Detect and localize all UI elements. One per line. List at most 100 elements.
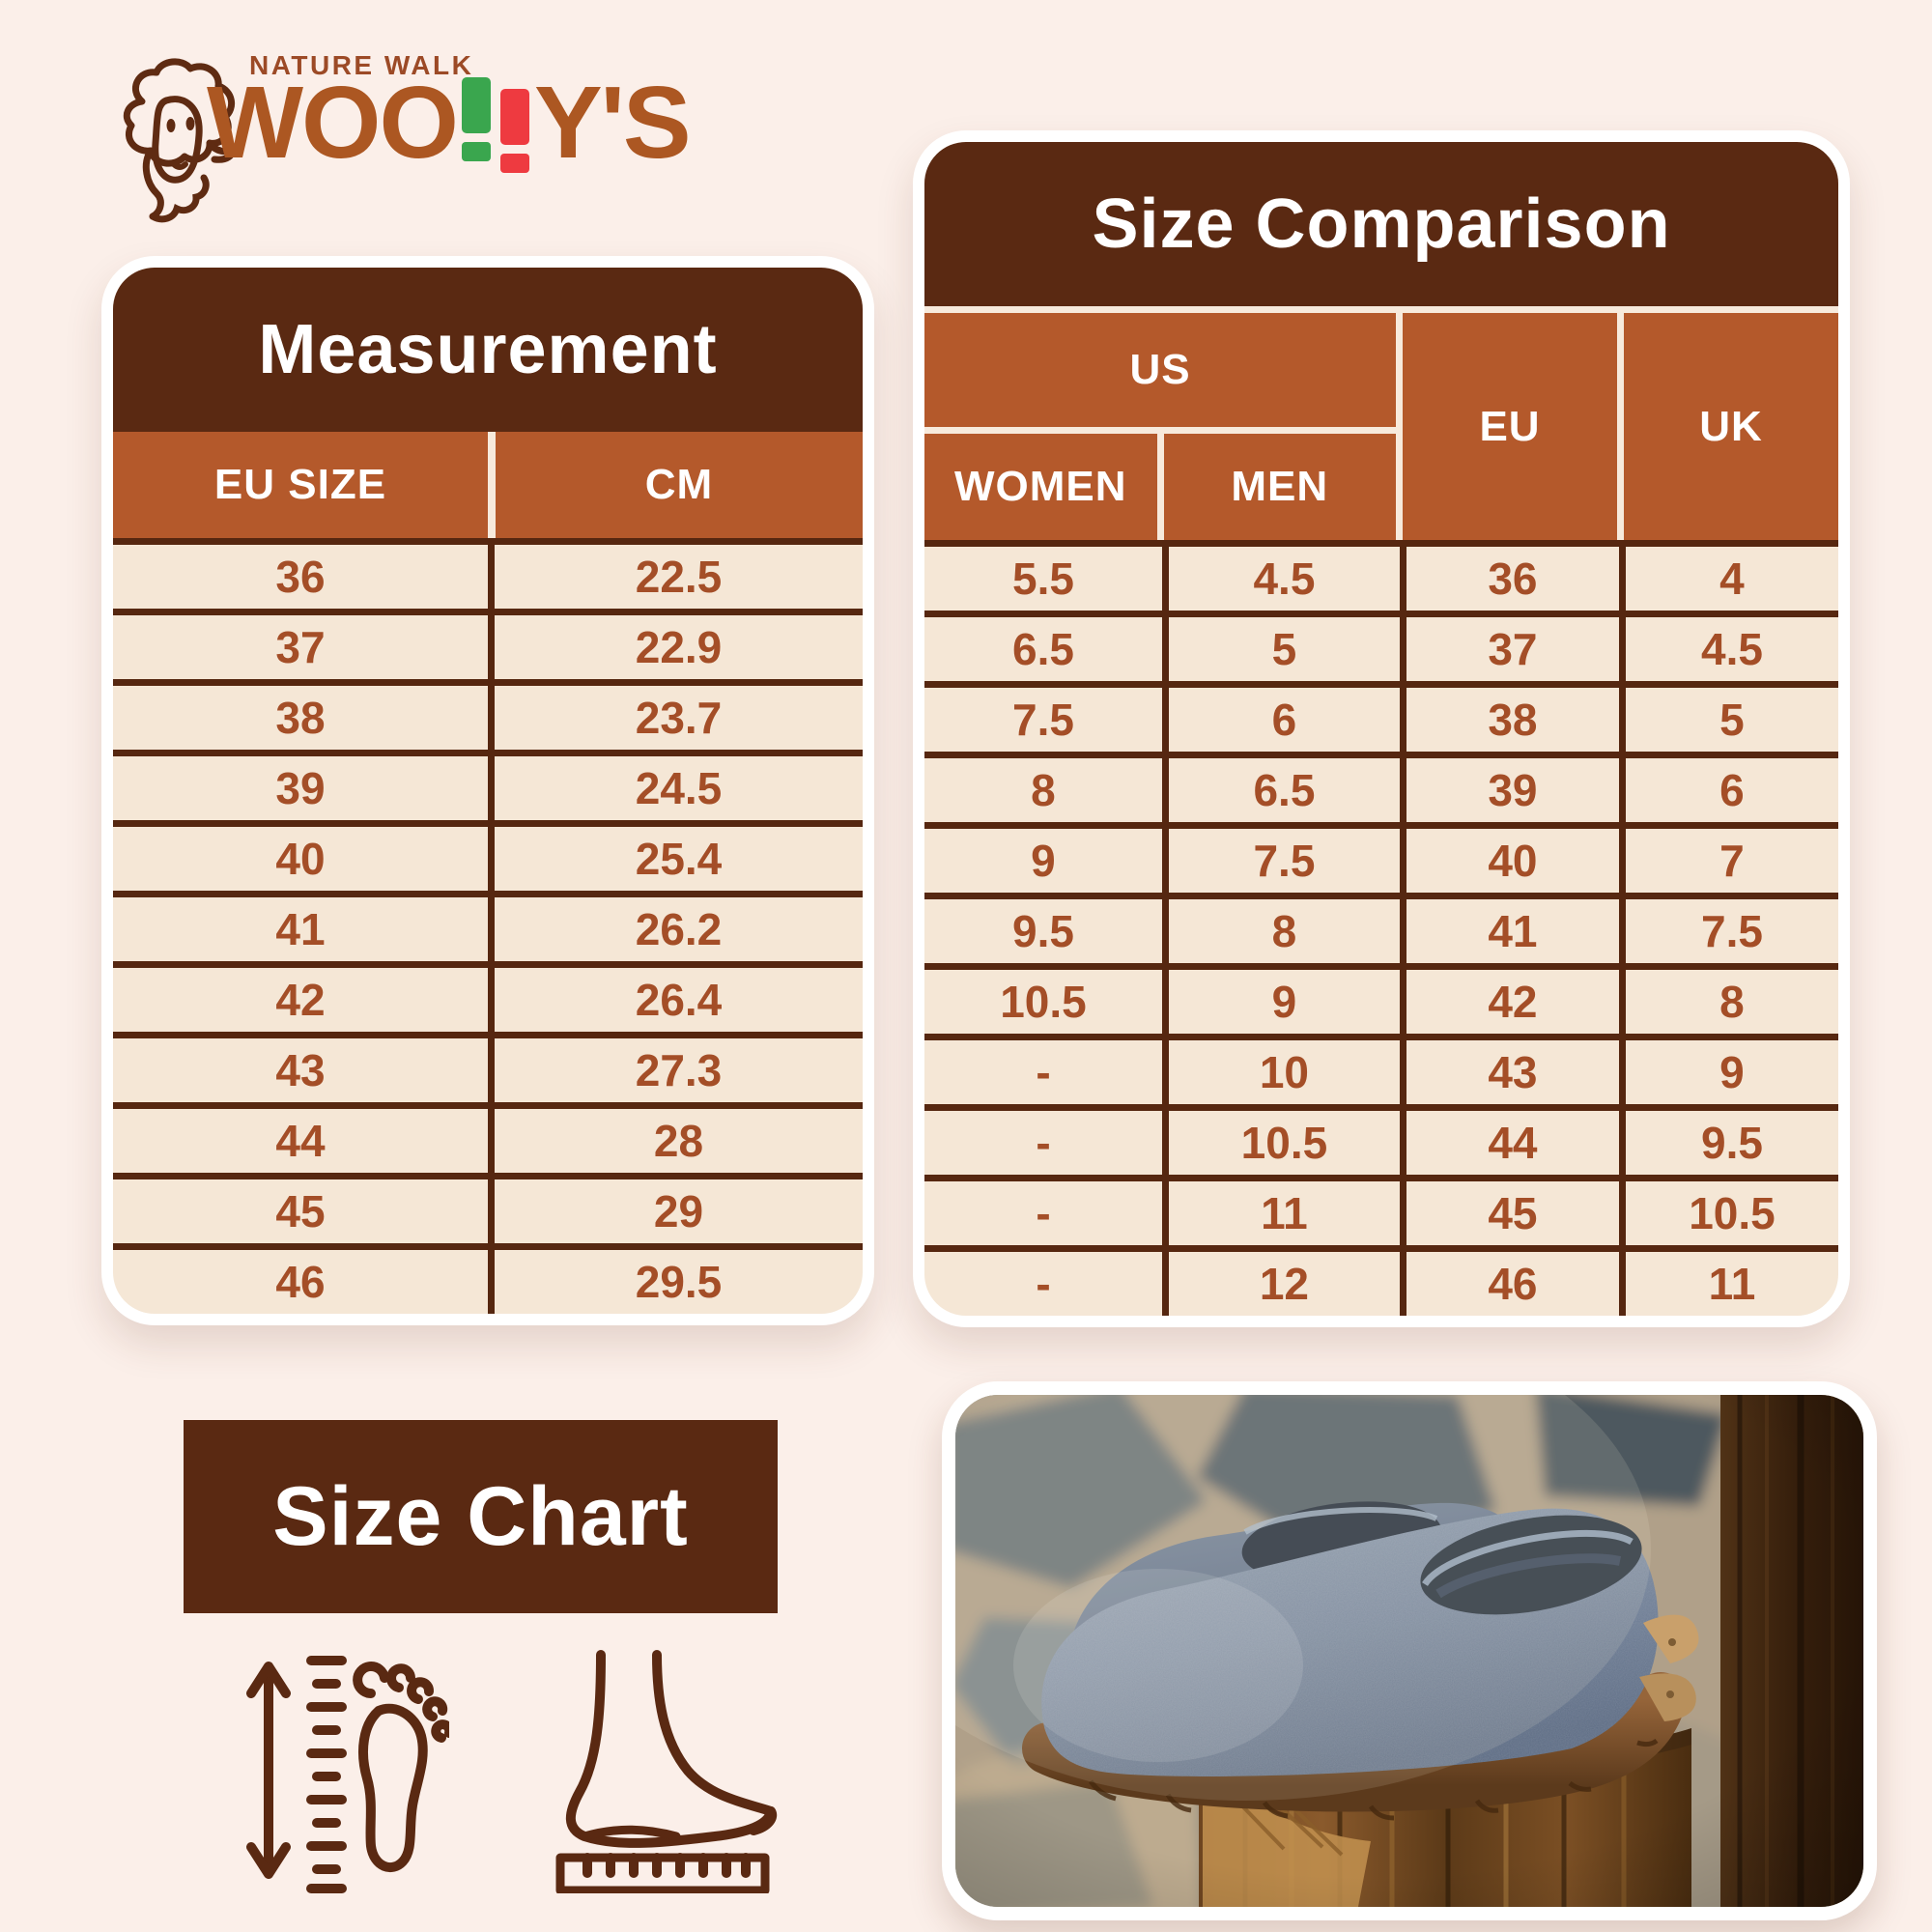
brand-suffix: Y'S — [533, 66, 692, 181]
table-cell: 46 — [1399, 1252, 1619, 1316]
table-cell: 6.5 — [1012, 624, 1074, 674]
table-row: - 10.5 44 9.5 — [924, 1104, 1838, 1175]
table-row: 40 25.4 — [113, 820, 863, 891]
table-cell: 44 — [1399, 1111, 1619, 1175]
table-cell: 46 — [275, 1257, 326, 1307]
table-cell: 37 — [1399, 617, 1619, 681]
measurement-title: Measurement — [113, 268, 863, 432]
table-cell: 45 — [1399, 1181, 1619, 1245]
table-cell: 7 — [1618, 829, 1838, 893]
table-cell: 40 — [1399, 829, 1619, 893]
table-cell: 23.7 — [488, 686, 863, 750]
measurement-table-body: 36 22.5 37 22.9 38 23.7 39 24.5 40 25.4 41 26.2 42 26… — [113, 538, 863, 1314]
table-cell: 29.5 — [488, 1250, 863, 1314]
brand-letter-l-red — [499, 89, 529, 173]
table-cell: 4 — [1618, 547, 1838, 611]
table-cell: 29 — [488, 1179, 863, 1243]
table-cell: 6 — [1618, 758, 1838, 822]
table-cell: 7.5 — [1012, 695, 1074, 745]
table-cell: 12 — [1161, 1252, 1400, 1316]
table-row: 42 26.4 — [113, 961, 863, 1032]
uk-column-header: UK — [1624, 313, 1838, 540]
table-cell: 22.5 — [488, 545, 863, 609]
women-column-header: WOMEN — [924, 434, 1157, 540]
sheep-icon — [123, 58, 240, 223]
table-cell: 44 — [275, 1116, 326, 1166]
table-cell: 40 — [275, 834, 326, 884]
comparison-table-body: 5.5 4.5 36 4 6.5 5 37 4.5 7.5 6 38 5 8 6.5 39 6 9 7.5 40 7 9… — [924, 540, 1838, 1316]
table-cell: 26.2 — [488, 897, 863, 961]
eu-column-header: EU — [1403, 313, 1617, 540]
foot-on-ruler-icon — [555, 1650, 778, 1893]
table-cell: 7.5 — [1618, 899, 1838, 963]
table-row: 6.5 5 37 4.5 — [924, 611, 1838, 681]
men-column-header: MEN — [1163, 434, 1396, 540]
table-cell: 7.5 — [1161, 829, 1400, 893]
table-cell: 41 — [275, 904, 326, 954]
table-cell: 10.5 — [1161, 1111, 1400, 1175]
table-row: 10.5 9 42 8 — [924, 963, 1838, 1034]
size-chart-badge: Size Chart — [184, 1420, 778, 1613]
measurement-card: Measurement EU SIZE CM 36 22.5 37 22.9 38 23.… — [101, 256, 874, 1325]
foot-length-measure-icon — [246, 1656, 449, 1893]
table-cell: 4.5 — [1161, 547, 1400, 611]
table-row: - 11 45 10.5 — [924, 1175, 1838, 1245]
table-cell: 8 — [1161, 899, 1400, 963]
table-row: 9 7.5 40 7 — [924, 822, 1838, 893]
table-cell: 42 — [1399, 970, 1619, 1034]
table-cell: 38 — [1399, 688, 1619, 752]
size-comparison-title: Size Comparison — [924, 142, 1838, 306]
us-group-header: US — [924, 313, 1396, 427]
table-row: 43 27.3 — [113, 1032, 863, 1102]
brand-logo: NATURE WALK WOO Y'S — [97, 50, 692, 225]
table-row: 5.5 4.5 36 4 — [924, 540, 1838, 611]
table-cell: 6 — [1161, 688, 1400, 752]
table-cell: 22.9 — [488, 615, 863, 679]
table-row: 37 22.9 — [113, 609, 863, 679]
table-cell: 10.5 — [1618, 1181, 1838, 1245]
table-cell: 9 — [1161, 970, 1400, 1034]
table-row: - 10 43 9 — [924, 1034, 1838, 1104]
table-cell: 4.5 — [1618, 617, 1838, 681]
size-comparison-card: Size Comparison US WOMEN MEN EU UK 5.5 4.… — [913, 130, 1850, 1327]
table-cell: - — [1036, 1188, 1051, 1238]
brand-tagline: NATURE WALK — [249, 50, 474, 80]
table-cell: 6.5 — [1161, 758, 1400, 822]
table-cell: 10.5 — [1000, 977, 1087, 1027]
table-cell: - — [1036, 1047, 1051, 1097]
table-cell: 10 — [1161, 1040, 1400, 1104]
product-photo-slippers — [942, 1381, 1877, 1920]
table-cell: 11 — [1161, 1181, 1400, 1245]
table-row: 45 29 — [113, 1173, 863, 1243]
table-cell: 45 — [275, 1186, 326, 1236]
table-cell: 5 — [1618, 688, 1838, 752]
measurement-header-row: EU SIZE CM — [113, 432, 863, 538]
table-row: 39 24.5 — [113, 750, 863, 820]
table-cell: 36 — [275, 552, 326, 602]
table-row: 46 29.5 — [113, 1243, 863, 1314]
table-row: 8 6.5 39 6 — [924, 752, 1838, 822]
brand-prefix: WOO — [207, 66, 459, 181]
table-cell: 42 — [275, 975, 326, 1025]
brand-wordmark: WOO Y'S — [207, 66, 692, 181]
table-cell: 37 — [275, 622, 326, 672]
table-cell: 11 — [1618, 1252, 1838, 1316]
measurement-icons — [242, 1647, 782, 1893]
table-row: 7.5 6 38 5 — [924, 681, 1838, 752]
table-cell: - — [1036, 1259, 1051, 1309]
table-cell: 39 — [1399, 758, 1619, 822]
table-cell: 5 — [1161, 617, 1400, 681]
table-cell: 9.5 — [1012, 906, 1074, 956]
table-cell: 25.4 — [488, 827, 863, 891]
table-cell: 8 — [1031, 765, 1056, 815]
table-row: 9.5 8 41 7.5 — [924, 893, 1838, 963]
eu-size-column-header: EU SIZE — [213, 461, 387, 508]
brand-letter-l-green — [461, 77, 491, 161]
table-cell: 36 — [1399, 547, 1619, 611]
table-cell: 39 — [275, 763, 326, 813]
table-cell: 43 — [1399, 1040, 1619, 1104]
table-cell: 38 — [275, 693, 326, 743]
table-cell: 43 — [275, 1045, 326, 1095]
table-cell: 41 — [1399, 899, 1619, 963]
comparison-header: US WOMEN MEN EU UK — [924, 306, 1838, 540]
